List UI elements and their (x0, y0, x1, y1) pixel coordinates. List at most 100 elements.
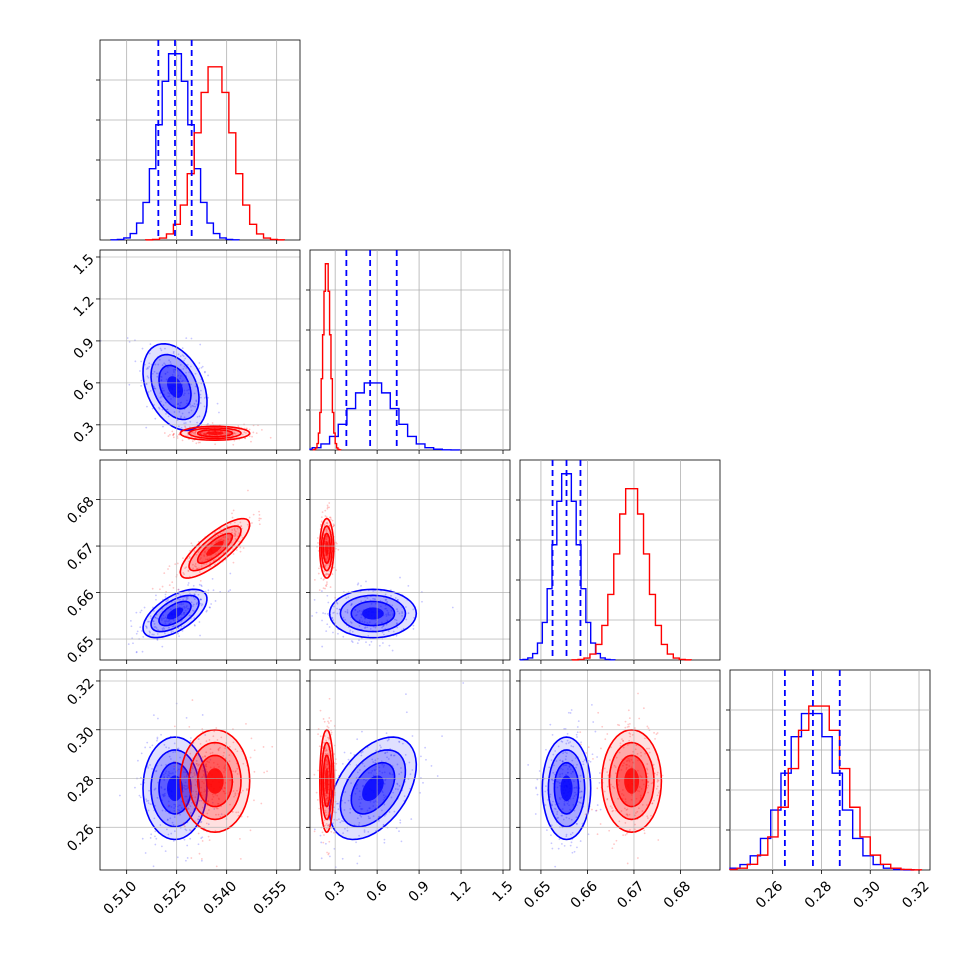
scatter-point (580, 790, 583, 793)
scatter-point (320, 857, 323, 860)
scatter-point (165, 412, 167, 415)
scatter-point (186, 772, 188, 775)
scatter-point (138, 794, 141, 797)
scatter-point (372, 761, 375, 763)
scatter-point (617, 797, 619, 800)
scatter-point (386, 619, 389, 622)
scatter-point (171, 581, 174, 584)
scatter-point (576, 787, 578, 790)
scatter-point (165, 408, 168, 411)
scatter-point (544, 790, 547, 793)
scatter-point (164, 372, 167, 375)
scatter-point (392, 630, 395, 633)
contour-line-series-1 (196, 532, 234, 564)
scatter-point (252, 431, 255, 434)
scatter-point (378, 770, 381, 773)
scatter-point (156, 737, 159, 740)
scatter-point (203, 555, 206, 558)
scatter-point (195, 603, 198, 606)
scatter-point (326, 522, 329, 525)
scatter-point (180, 603, 183, 606)
scatter-point (163, 572, 166, 575)
scatter-point (556, 810, 559, 813)
scatter-point (174, 805, 177, 808)
scatter-point (326, 506, 329, 509)
scatter-point (320, 590, 323, 592)
scatter-point (174, 595, 177, 597)
scatter-point (187, 808, 190, 810)
scatter-point (622, 740, 624, 742)
scatter-point (162, 773, 165, 776)
scatter-point (381, 626, 384, 629)
scatter-point (653, 731, 655, 734)
scatter-point (623, 807, 626, 810)
scatter-point (356, 611, 359, 613)
scatter-point (135, 632, 138, 635)
scatter-point (188, 371, 191, 374)
scatter-point (382, 642, 384, 644)
scatter-point (260, 428, 263, 431)
scatter-point (211, 751, 214, 754)
scatter-point (152, 633, 155, 636)
scatter-point (559, 773, 561, 776)
scatter-point (386, 751, 389, 754)
scatter-point (369, 817, 371, 820)
scatter-point (325, 560, 328, 562)
scatter-point (139, 370, 141, 372)
scatter-point (570, 772, 573, 775)
scatter-point (371, 769, 374, 772)
hist-panel-2 (516, 459, 721, 661)
contour-line-series-1 (179, 425, 251, 442)
scatter-point (174, 368, 177, 371)
scatter-point (338, 818, 340, 821)
scatter-point (562, 764, 565, 767)
scatter-point (198, 571, 201, 573)
scatter-point (170, 398, 172, 400)
scatter-point (165, 764, 167, 766)
scatter-point (354, 614, 357, 617)
scatter-point (387, 613, 390, 615)
scatter-point (646, 815, 649, 818)
scatter-point (572, 745, 575, 748)
scatter-point (555, 760, 558, 762)
scatter-point (336, 602, 339, 605)
scatter-point (338, 608, 341, 611)
scatter-point (325, 529, 328, 532)
scatter-point (232, 741, 235, 744)
scatter-point (566, 802, 569, 805)
scatter-point (201, 730, 204, 733)
scatter-point (168, 755, 171, 758)
scatter-point (552, 771, 555, 774)
scatter-point (204, 433, 207, 436)
scatter-point (160, 785, 163, 788)
scatter-point (179, 375, 182, 377)
scatter-point (190, 737, 192, 739)
scatter-point (596, 756, 598, 758)
scatter-point (327, 601, 330, 604)
scatter-point (180, 807, 183, 809)
scatter-point (622, 746, 625, 749)
scatter-point (379, 744, 381, 747)
scatter-point (214, 430, 217, 432)
scatter-point (579, 780, 582, 783)
scatter-point (316, 537, 319, 539)
scatter-point (184, 781, 187, 784)
scatter-point (385, 598, 388, 601)
scatter-point (141, 347, 144, 350)
scatter-point (359, 814, 362, 817)
scatter-point (202, 769, 205, 772)
density-band-series-1 (325, 768, 329, 794)
scatter-point (574, 786, 577, 789)
scatter-point (323, 523, 326, 526)
scatter-point (153, 370, 156, 373)
scatter-point (344, 801, 346, 804)
scatter-point (200, 366, 203, 369)
scatter-point (185, 605, 188, 607)
scatter-point (199, 393, 202, 396)
scatter-point (384, 779, 387, 782)
y-tick-label: 0.3 (71, 419, 98, 446)
scatter-point (373, 598, 376, 600)
scatter-point (239, 837, 241, 840)
scatter-point (234, 794, 237, 796)
scatter-point (344, 610, 347, 613)
